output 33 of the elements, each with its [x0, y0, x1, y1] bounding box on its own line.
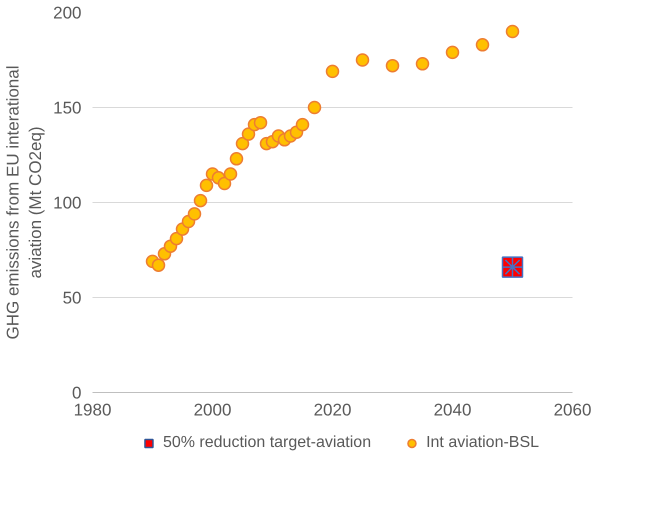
point — [170, 232, 184, 246]
point — [236, 136, 250, 150]
x-tick-label: 1980 — [74, 400, 112, 420]
point — [296, 118, 310, 132]
y-tick-label: 50 — [62, 288, 82, 308]
y-tick-label: 0 — [72, 384, 82, 402]
point — [308, 100, 322, 114]
point — [446, 46, 460, 60]
point — [152, 258, 166, 272]
point — [476, 38, 490, 52]
point — [254, 116, 268, 130]
y-tick-label: 200 — [53, 4, 82, 22]
point — [356, 53, 370, 67]
point — [416, 57, 430, 71]
y-tick-label: 100 — [53, 194, 82, 212]
y-axis-title: GHG emissions from EU interational aviation (Mt CO2eq) — [3, 66, 46, 340]
point — [386, 58, 400, 72]
point — [218, 176, 232, 190]
point — [224, 167, 238, 181]
point — [230, 152, 244, 166]
point — [200, 178, 214, 192]
y-tick-label: 150 — [53, 98, 82, 118]
point — [326, 64, 340, 78]
point — [242, 127, 256, 141]
x-tick-label: 2040 — [434, 400, 472, 420]
point — [188, 207, 202, 221]
x-tick-label: 2060 — [554, 400, 592, 420]
legend-label: Int aviation-BSL — [426, 434, 540, 452]
x-tick-label: 2020 — [314, 400, 352, 420]
legend-label: 50% reduction target-aviation — [162, 434, 372, 452]
point — [506, 24, 520, 38]
x-tick-label: 2000 — [194, 400, 232, 420]
point — [194, 194, 208, 208]
